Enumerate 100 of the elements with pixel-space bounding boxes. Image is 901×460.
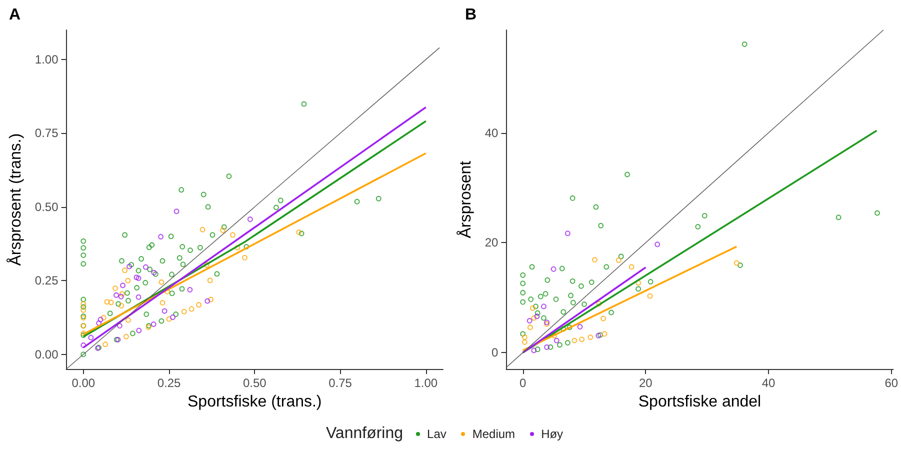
point bbox=[80, 304, 86, 310]
point bbox=[570, 195, 576, 201]
point bbox=[273, 204, 279, 210]
y-tick-label: 0.00 bbox=[34, 347, 59, 362]
point bbox=[188, 306, 194, 312]
legend-label: Høy bbox=[541, 427, 564, 441]
y-axis-title: Årsprosent (trans.) bbox=[6, 133, 24, 266]
point bbox=[134, 284, 140, 290]
point bbox=[526, 318, 532, 324]
point bbox=[578, 283, 584, 289]
point bbox=[534, 314, 540, 320]
point bbox=[582, 302, 588, 307]
point bbox=[107, 310, 113, 316]
point bbox=[226, 174, 232, 180]
y-tick-label: 0.50 bbox=[34, 200, 59, 214]
point bbox=[142, 280, 148, 286]
point bbox=[169, 272, 174, 278]
point bbox=[376, 196, 382, 202]
point bbox=[532, 304, 538, 310]
y-tick-label: 1.00 bbox=[34, 52, 59, 66]
point bbox=[142, 264, 148, 270]
point bbox=[176, 255, 182, 261]
x-tick-label: 1.00 bbox=[414, 376, 438, 390]
y-tick-label: 20 bbox=[484, 236, 499, 250]
point bbox=[158, 279, 164, 285]
point bbox=[124, 290, 130, 296]
point bbox=[126, 298, 131, 304]
x-tick-label: 0.00 bbox=[72, 376, 96, 390]
point bbox=[636, 286, 642, 292]
point bbox=[150, 322, 156, 328]
point bbox=[278, 198, 284, 204]
point bbox=[80, 238, 86, 244]
point bbox=[230, 232, 236, 238]
point bbox=[144, 312, 150, 318]
point bbox=[298, 230, 304, 236]
point bbox=[160, 300, 166, 306]
point bbox=[528, 296, 534, 302]
point bbox=[540, 304, 546, 310]
point bbox=[158, 234, 164, 240]
point bbox=[88, 334, 94, 340]
point bbox=[548, 344, 554, 350]
x-tick-label: 0.75 bbox=[328, 376, 352, 390]
y-axis-title: Årsprosent bbox=[456, 160, 474, 238]
point bbox=[80, 261, 86, 267]
point bbox=[624, 172, 630, 178]
point bbox=[531, 348, 537, 354]
point bbox=[542, 291, 548, 297]
point bbox=[544, 277, 550, 283]
point bbox=[162, 308, 168, 314]
point bbox=[104, 299, 110, 305]
point bbox=[181, 308, 187, 314]
point bbox=[136, 268, 142, 274]
point bbox=[244, 244, 250, 250]
point bbox=[122, 232, 128, 238]
point bbox=[80, 296, 86, 302]
point bbox=[187, 287, 193, 293]
point bbox=[522, 334, 528, 340]
point bbox=[544, 344, 550, 350]
point bbox=[520, 299, 526, 305]
x-axis-title: Sportsfiske (trans.) bbox=[187, 394, 322, 410]
point bbox=[200, 226, 206, 232]
point bbox=[169, 290, 175, 296]
point bbox=[556, 342, 562, 348]
point bbox=[80, 352, 86, 358]
x-tick-label: 60 bbox=[884, 376, 898, 390]
point bbox=[538, 294, 544, 300]
point bbox=[564, 340, 570, 346]
point bbox=[874, 210, 880, 216]
x-tick-label: 0.50 bbox=[242, 376, 267, 390]
point bbox=[560, 309, 566, 315]
legend-title: Vannføring bbox=[326, 425, 404, 443]
point bbox=[636, 280, 642, 286]
point bbox=[566, 324, 572, 330]
point bbox=[520, 331, 526, 337]
point bbox=[80, 301, 86, 307]
point bbox=[112, 286, 118, 292]
point bbox=[572, 338, 578, 344]
point bbox=[147, 266, 153, 272]
point bbox=[522, 339, 528, 345]
point bbox=[530, 305, 536, 311]
point bbox=[570, 278, 576, 284]
point bbox=[593, 204, 599, 210]
point bbox=[136, 294, 142, 300]
point bbox=[168, 234, 174, 240]
point bbox=[588, 334, 594, 340]
x-tick-label: 20 bbox=[639, 376, 653, 390]
point bbox=[149, 242, 155, 248]
point bbox=[608, 310, 614, 316]
point bbox=[520, 272, 526, 278]
point bbox=[616, 258, 622, 264]
point bbox=[160, 258, 166, 264]
point bbox=[553, 296, 559, 302]
point bbox=[296, 230, 302, 236]
point bbox=[570, 300, 576, 306]
point bbox=[125, 278, 131, 284]
point bbox=[173, 312, 179, 318]
point bbox=[200, 192, 206, 198]
point bbox=[577, 324, 583, 330]
point bbox=[654, 242, 660, 248]
point bbox=[130, 330, 136, 336]
